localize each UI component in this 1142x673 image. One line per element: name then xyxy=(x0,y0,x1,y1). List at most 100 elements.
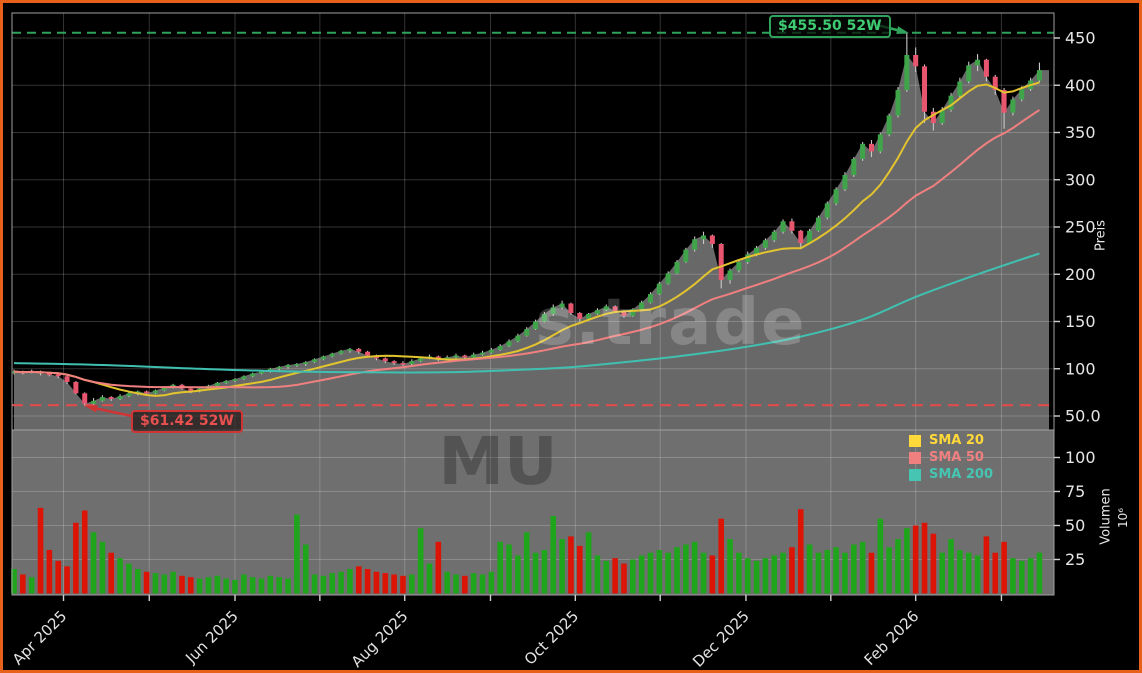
candle xyxy=(329,353,335,357)
legend-label: SMA 200 xyxy=(929,467,994,482)
candle xyxy=(108,397,114,399)
volume-bar xyxy=(568,536,574,594)
volume-bar xyxy=(462,575,468,594)
axis-tick-label: Aug 2025 xyxy=(348,607,412,670)
candle xyxy=(860,143,866,159)
candle xyxy=(515,335,521,342)
axis-tick-label: 75 xyxy=(1065,482,1085,501)
candle xyxy=(577,312,583,319)
volume-bar xyxy=(806,544,813,594)
volume-bar xyxy=(930,533,937,594)
candle xyxy=(462,355,468,358)
candle xyxy=(356,348,362,352)
volume-bar xyxy=(700,552,707,594)
watermark-symbol: MU xyxy=(438,423,558,500)
candle xyxy=(1036,70,1042,81)
volume-bar xyxy=(736,552,742,594)
volume-bar xyxy=(294,514,300,594)
volume-bar xyxy=(143,571,150,594)
volume-bar xyxy=(621,563,627,594)
candle xyxy=(621,311,627,316)
candle xyxy=(922,66,928,112)
volume-bar xyxy=(64,566,70,594)
volume-bar xyxy=(488,571,495,594)
volume-bar xyxy=(912,525,919,594)
volume-axis-scale: 10⁶ xyxy=(1116,507,1130,529)
legend-label: SMA 50 xyxy=(929,450,984,465)
volume-bar xyxy=(550,515,557,594)
axis-tick-label: 100 xyxy=(1065,448,1096,467)
volume-bar xyxy=(771,555,778,594)
candle xyxy=(444,357,450,360)
candle xyxy=(656,283,662,295)
candle xyxy=(550,307,556,314)
volume-bar xyxy=(744,558,751,594)
axis-tick-label: 50 xyxy=(1065,516,1085,535)
volume-bar xyxy=(391,574,397,594)
candle xyxy=(913,55,919,67)
candle xyxy=(312,359,318,363)
candle xyxy=(762,240,768,248)
candle xyxy=(771,231,777,241)
volume-bar xyxy=(453,574,459,594)
volume-bar xyxy=(576,545,583,594)
sma-line xyxy=(13,109,1040,389)
volume-bar xyxy=(965,552,972,594)
candle xyxy=(285,364,291,367)
volume-bar xyxy=(55,560,61,594)
candle xyxy=(480,352,486,355)
candle xyxy=(1019,89,1025,100)
candle xyxy=(559,303,565,308)
candle xyxy=(983,59,989,77)
volume-bar xyxy=(612,558,618,594)
candle xyxy=(586,313,592,319)
volume-bar xyxy=(957,549,963,594)
volume-bar xyxy=(188,577,194,594)
candle xyxy=(895,89,901,116)
volume-bar xyxy=(99,541,106,594)
axis-tick-label: Feb 2026 xyxy=(861,607,923,669)
axis-tick-label: Apr 2025 xyxy=(9,607,70,668)
candle xyxy=(533,321,539,330)
volume-bar xyxy=(196,578,203,594)
volume-bar xyxy=(302,544,309,594)
sma200-line xyxy=(13,252,1040,374)
candle xyxy=(957,81,963,96)
volume-bar xyxy=(417,528,424,594)
volume-bar xyxy=(347,569,353,594)
candle xyxy=(612,306,618,312)
candle xyxy=(241,376,247,380)
volume-bar xyxy=(921,522,928,594)
candle xyxy=(877,134,883,152)
axis-tick-label: 150 xyxy=(1065,312,1096,331)
volume-bar xyxy=(241,574,247,594)
volume-bar xyxy=(541,549,548,594)
sma-line xyxy=(13,81,1040,397)
volume-bar xyxy=(824,549,831,594)
candle xyxy=(824,203,830,218)
volume-bar xyxy=(603,560,610,594)
volume-bar xyxy=(877,518,884,594)
candle xyxy=(789,221,795,231)
volume-bar xyxy=(532,552,539,594)
candle xyxy=(904,55,910,90)
volume-bar xyxy=(939,552,945,594)
candle xyxy=(453,355,459,358)
annotation-52w-high: $455.50 52W xyxy=(769,15,891,38)
volume-bar xyxy=(1018,560,1025,594)
volume-bar xyxy=(842,552,848,594)
volume-bar xyxy=(355,566,362,594)
candle xyxy=(320,356,326,360)
volume-bar xyxy=(585,532,592,594)
volume-bar xyxy=(152,573,159,594)
volume-bar xyxy=(718,518,724,594)
volume-bar xyxy=(789,547,795,594)
volume-bar xyxy=(515,555,521,594)
candle xyxy=(966,65,972,82)
volume-bar xyxy=(815,552,822,594)
axis-tick-label: 25 xyxy=(1065,550,1085,569)
volume-bar xyxy=(249,577,256,594)
candle xyxy=(64,376,70,382)
sma-legend: SMA 20 SMA 50 SMA 200 xyxy=(909,432,993,483)
